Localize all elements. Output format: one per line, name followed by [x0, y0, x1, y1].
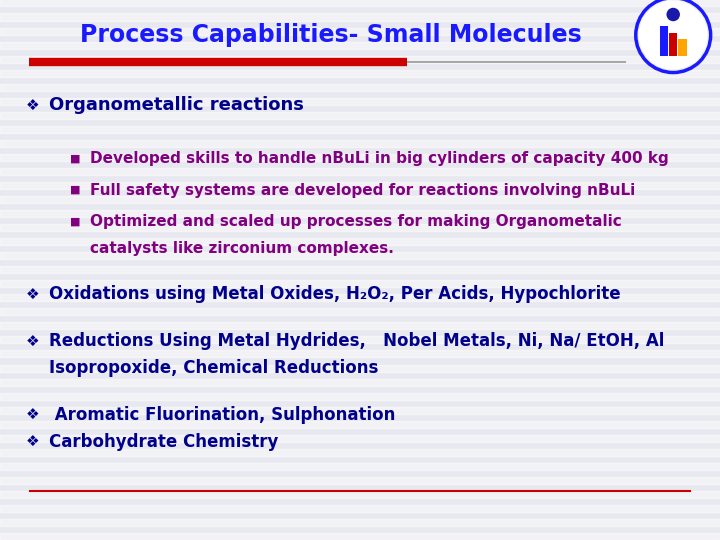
Bar	[0, 393, 720, 400]
Text: Aromatic Fluorination, Sulphonation: Aromatic Fluorination, Sulphonation	[49, 406, 395, 424]
Bar	[0, 28, 720, 35]
Bar	[0, 252, 720, 259]
Bar	[0, 350, 720, 357]
Bar	[678, 39, 687, 56]
Text: ❖: ❖	[26, 334, 39, 349]
Bar	[0, 210, 720, 217]
Text: Optimized and scaled up processes for making Organometalic: Optimized and scaled up processes for ma…	[90, 214, 622, 229]
Bar	[0, 336, 720, 343]
Bar	[0, 196, 720, 203]
Bar	[0, 56, 720, 63]
Ellipse shape	[639, 1, 708, 70]
Text: Isopropoxide, Chemical Reductions: Isopropoxide, Chemical Reductions	[49, 359, 378, 377]
Text: Organometallic reactions: Organometallic reactions	[49, 96, 304, 114]
Text: ❖: ❖	[26, 407, 39, 422]
Bar	[0, 505, 720, 512]
Bar	[0, 407, 720, 414]
Bar	[0, 0, 720, 6]
Bar	[0, 463, 720, 470]
Bar	[0, 112, 720, 119]
Bar	[0, 14, 720, 21]
Bar	[0, 70, 720, 77]
Bar	[0, 280, 720, 287]
Bar	[0, 519, 720, 526]
Bar	[0, 224, 720, 231]
Bar	[0, 168, 720, 175]
Bar	[0, 294, 720, 301]
Bar	[0, 98, 720, 105]
Bar	[0, 84, 720, 91]
Bar	[0, 154, 720, 161]
Text: Carbohydrate Chemistry: Carbohydrate Chemistry	[49, 433, 279, 451]
Bar	[0, 308, 720, 315]
Ellipse shape	[667, 8, 680, 21]
Bar	[660, 26, 668, 56]
Bar	[0, 449, 720, 456]
Text: ❖: ❖	[26, 98, 39, 113]
Bar	[0, 491, 720, 498]
Bar	[0, 477, 720, 484]
Text: ❖: ❖	[26, 287, 39, 302]
Text: ❖: ❖	[26, 434, 39, 449]
Text: ■: ■	[71, 217, 81, 226]
Text: ■: ■	[71, 154, 81, 164]
Text: catalysts like zirconium complexes.: catalysts like zirconium complexes.	[90, 241, 394, 256]
Bar	[0, 379, 720, 386]
Text: Full safety systems are developed for reactions involving nBuLi: Full safety systems are developed for re…	[90, 183, 635, 198]
Bar	[0, 421, 720, 428]
Text: Developed skills to handle nBuLi in big cylinders of capacity 400 kg: Developed skills to handle nBuLi in big …	[90, 151, 669, 166]
Bar	[0, 533, 720, 540]
Bar	[0, 238, 720, 245]
Bar	[0, 126, 720, 133]
Text: ■: ■	[71, 185, 81, 195]
Text: Process Capabilities- Small Molecules: Process Capabilities- Small Molecules	[81, 23, 582, 47]
Bar	[0, 140, 720, 147]
Bar	[0, 266, 720, 273]
Text: Reductions Using Metal Hydrides,   Nobel Metals, Ni, Na/ EtOH, Al: Reductions Using Metal Hydrides, Nobel M…	[49, 332, 665, 350]
Bar	[0, 435, 720, 442]
Text: Oxidations using Metal Oxides, H₂O₂, Per Acids, Hypochlorite: Oxidations using Metal Oxides, H₂O₂, Per…	[49, 285, 621, 303]
Bar	[0, 364, 720, 372]
Bar	[0, 42, 720, 49]
Bar	[669, 33, 678, 56]
Bar	[0, 182, 720, 189]
Bar	[0, 322, 720, 329]
